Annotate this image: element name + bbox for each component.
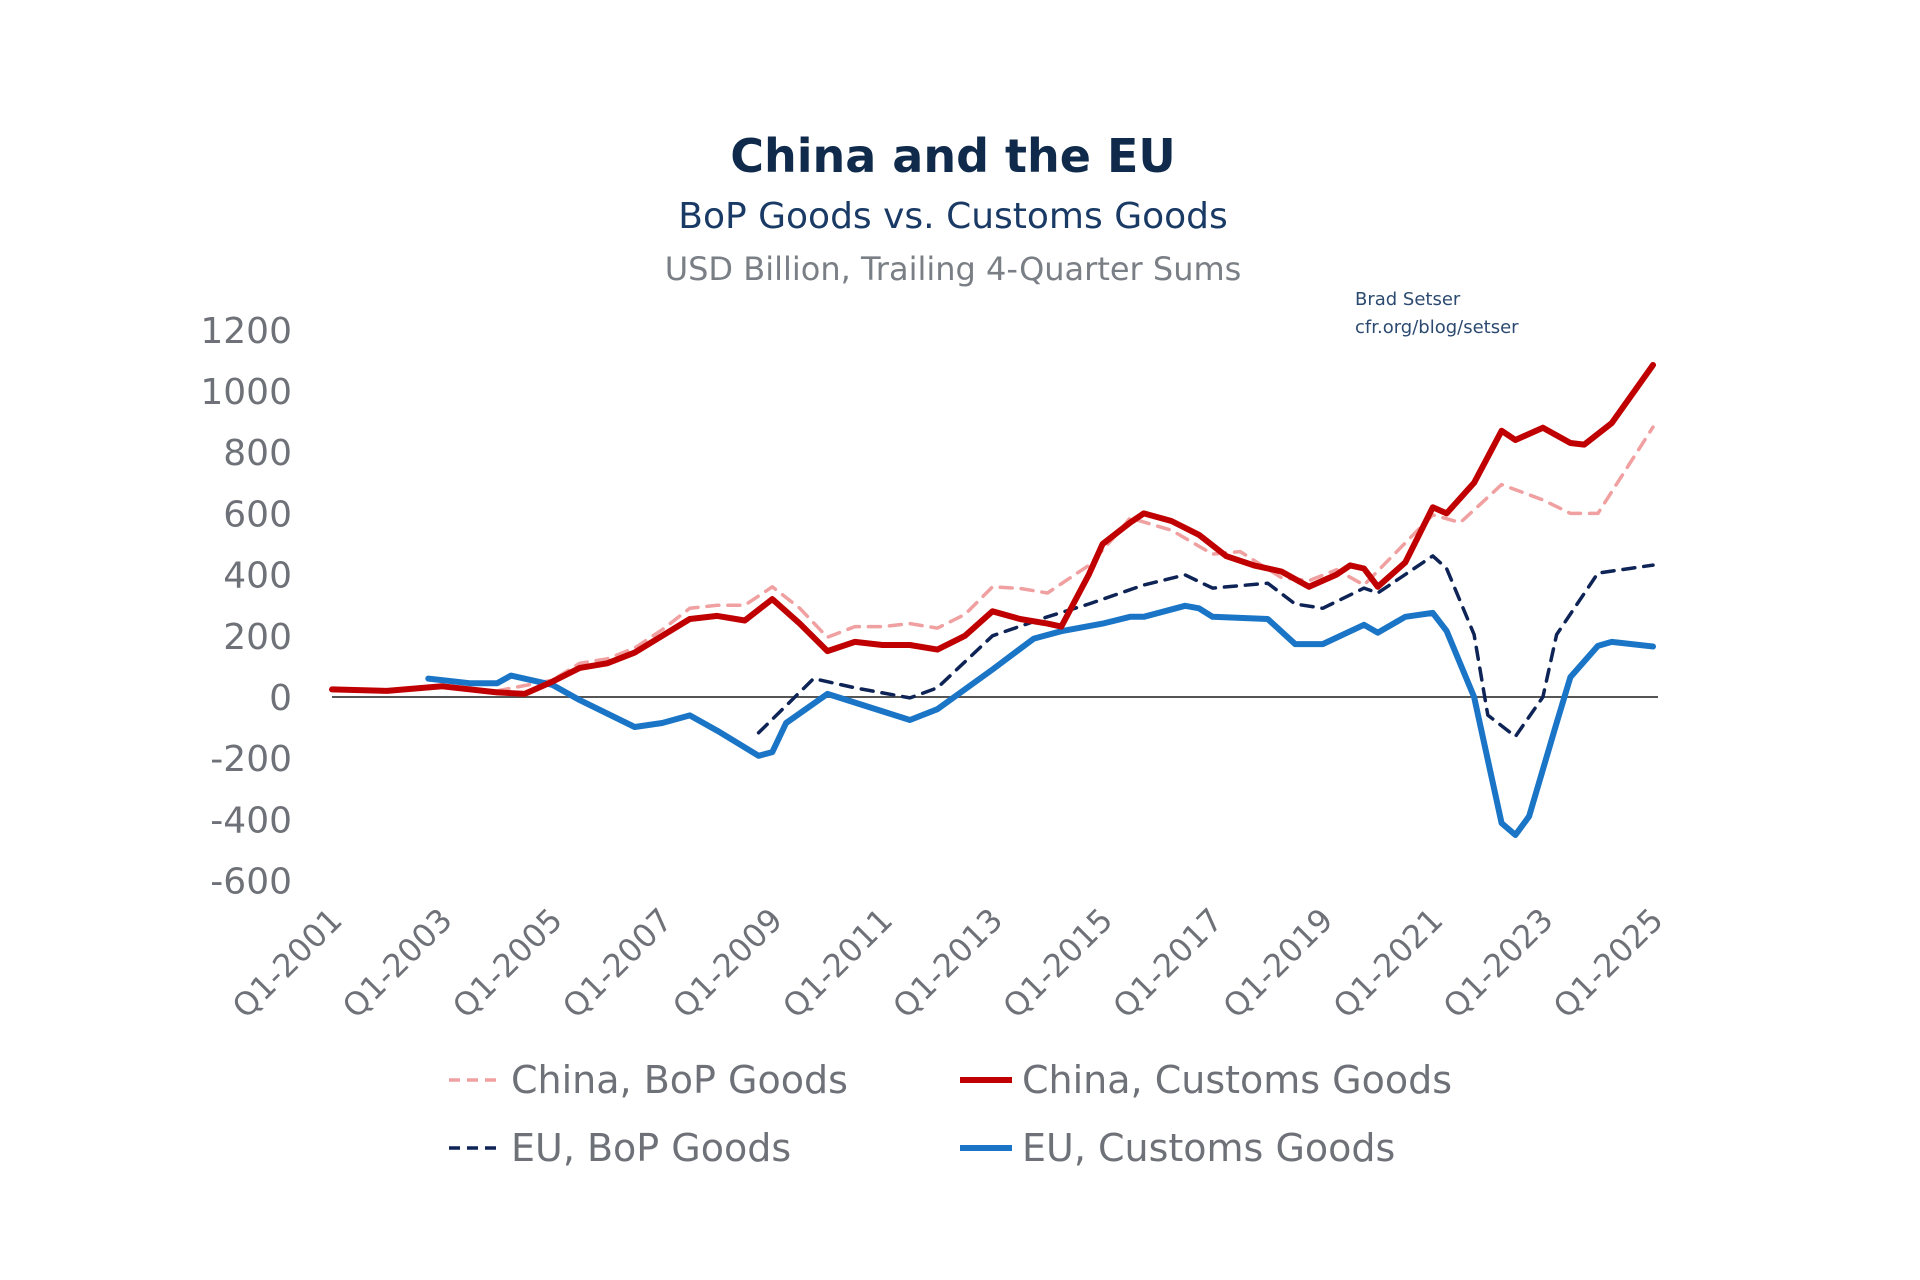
credit-url: cfr.org/blog/setser bbox=[1355, 317, 1519, 338]
y-tick-label: -400 bbox=[210, 800, 292, 841]
y-tick-label: 200 bbox=[223, 617, 292, 658]
series-line-eu-bop-goods bbox=[756, 554, 1655, 739]
legend-label: China, BoP Goods bbox=[511, 1058, 848, 1102]
x-tick-label: Q1-2001 bbox=[225, 901, 350, 1026]
x-tick-label: Q1-2013 bbox=[885, 901, 1010, 1026]
x-tick-label: Q1-2017 bbox=[1105, 901, 1230, 1026]
y-tick-label: 0 bbox=[269, 678, 292, 719]
legend-label: EU, Customs Goods bbox=[1022, 1126, 1395, 1170]
y-tick-label: 800 bbox=[223, 433, 292, 474]
x-tick-label: Q1-2019 bbox=[1216, 901, 1341, 1026]
x-tick-label: Q1-2003 bbox=[335, 901, 460, 1026]
y-tick-label: -200 bbox=[210, 739, 292, 780]
credit-author: Brad Setser bbox=[1355, 289, 1461, 310]
series-line-china-bop-goods bbox=[495, 425, 1655, 693]
legend-label: China, Customs Goods bbox=[1022, 1058, 1452, 1102]
x-tick-label: Q1-2011 bbox=[775, 901, 900, 1026]
x-tick-label: Q1-2023 bbox=[1436, 901, 1561, 1026]
y-tick-label: -600 bbox=[210, 862, 292, 903]
y-tick-label: 400 bbox=[223, 556, 292, 597]
x-tick-label: Q1-2025 bbox=[1546, 901, 1671, 1026]
y-tick-label: 1000 bbox=[200, 372, 292, 413]
x-tick-label: Q1-2015 bbox=[995, 901, 1120, 1026]
x-tick-label: Q1-2005 bbox=[445, 901, 570, 1026]
series-line-china-customs-goods bbox=[329, 362, 1656, 697]
legend-label: EU, BoP Goods bbox=[511, 1126, 791, 1170]
chart-units: USD Billion, Trailing 4-Quarter Sums bbox=[665, 250, 1242, 288]
x-tick-label: Q1-2007 bbox=[555, 901, 680, 1026]
chart-subtitle: BoP Goods vs. Customs Goods bbox=[678, 196, 1228, 237]
x-tick-label: Q1-2021 bbox=[1326, 901, 1451, 1026]
series-line-eu-customs-goods bbox=[425, 602, 1656, 838]
y-tick-label: 600 bbox=[223, 494, 292, 535]
x-tick-label: Q1-2009 bbox=[665, 901, 790, 1026]
y-tick-label: 1200 bbox=[200, 311, 292, 352]
chart-title: China and the EU bbox=[730, 129, 1176, 183]
